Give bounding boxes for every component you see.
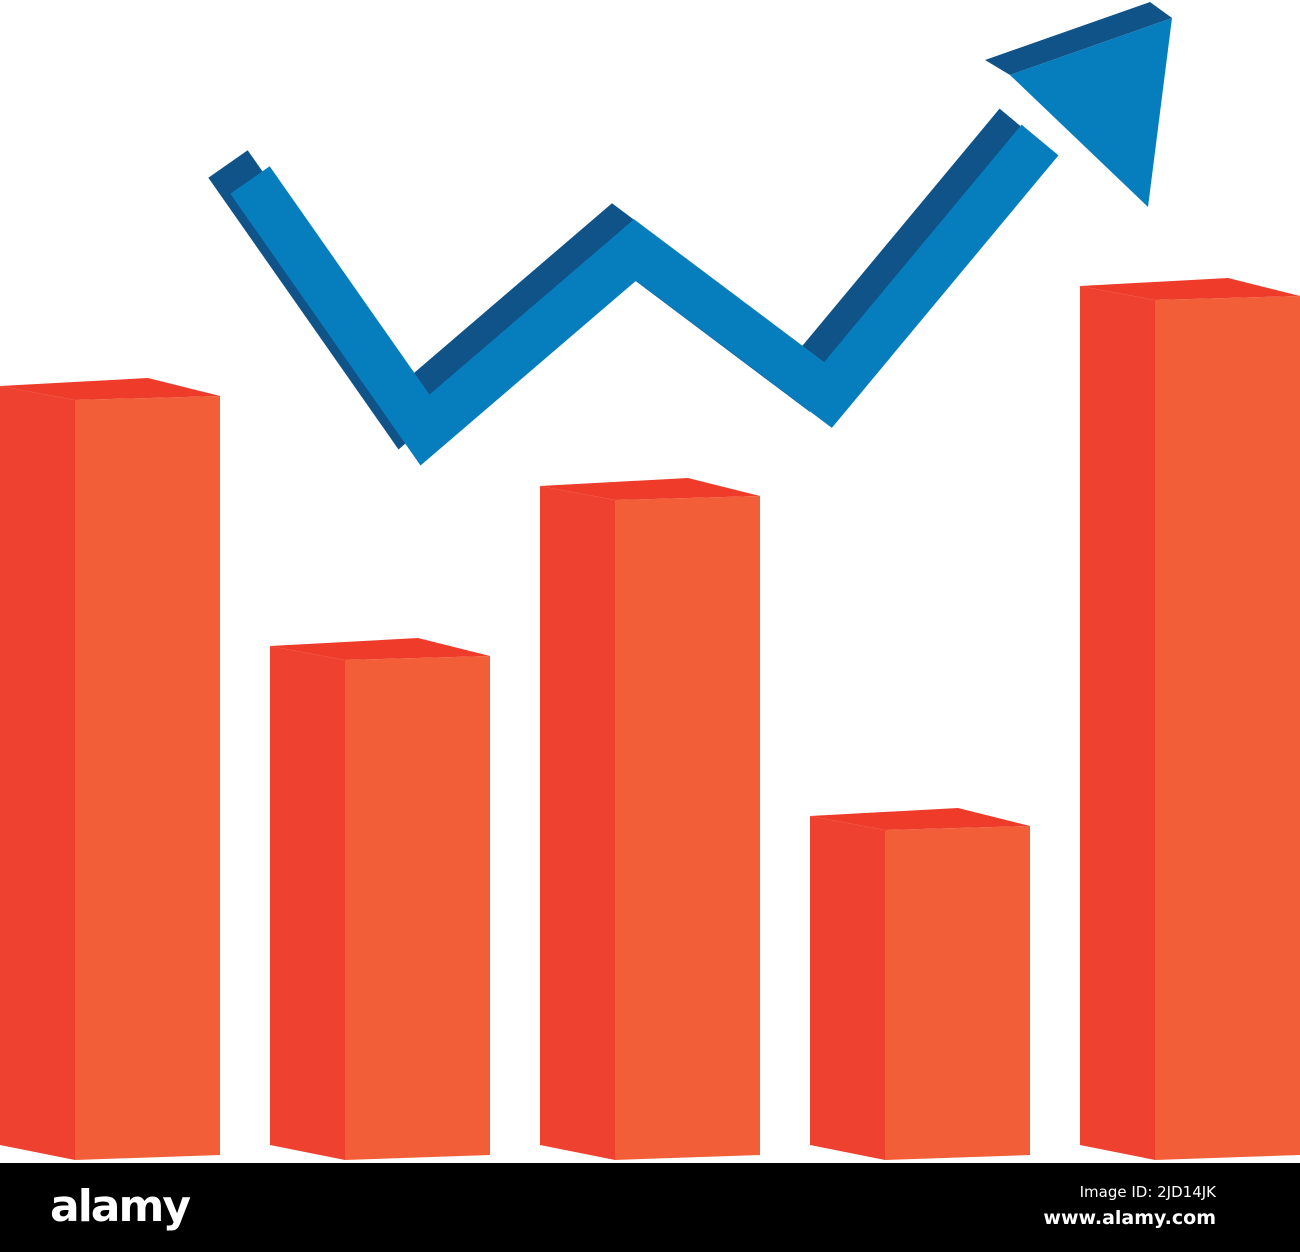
footer-bar: alamy Image ID: 2JD14JK www.alamy.com bbox=[0, 1163, 1300, 1252]
bar-front bbox=[885, 826, 1030, 1160]
bar-2 bbox=[270, 638, 490, 1160]
bar-side bbox=[1080, 286, 1155, 1160]
bar-front bbox=[345, 656, 490, 1160]
bar-top bbox=[0, 378, 220, 400]
trend-arrow-front bbox=[230, 124, 1059, 466]
bar-chart bbox=[0, 2, 1300, 1160]
arrowhead-side bbox=[985, 2, 1172, 75]
bar-front bbox=[75, 396, 220, 1160]
bar-front bbox=[615, 496, 760, 1160]
bar-front bbox=[1155, 296, 1300, 1160]
bar-side bbox=[0, 386, 75, 1160]
bar-4 bbox=[810, 808, 1030, 1160]
bar-side bbox=[810, 816, 885, 1160]
bar-3 bbox=[540, 478, 760, 1160]
image-id: Image ID: 2JD14JK bbox=[1079, 1183, 1216, 1201]
bar-top bbox=[1080, 278, 1300, 300]
bar-side bbox=[270, 646, 345, 1160]
bar-top bbox=[270, 638, 490, 660]
bar-top bbox=[810, 808, 1030, 830]
bar-5 bbox=[1080, 278, 1300, 1160]
bar-top bbox=[540, 478, 760, 500]
bar-1 bbox=[0, 378, 220, 1160]
site-url[interactable]: www.alamy.com bbox=[1043, 1207, 1216, 1229]
arrowhead-icon bbox=[1010, 18, 1172, 207]
bar-side bbox=[540, 486, 615, 1160]
alamy-logo: alamy bbox=[50, 1181, 191, 1232]
